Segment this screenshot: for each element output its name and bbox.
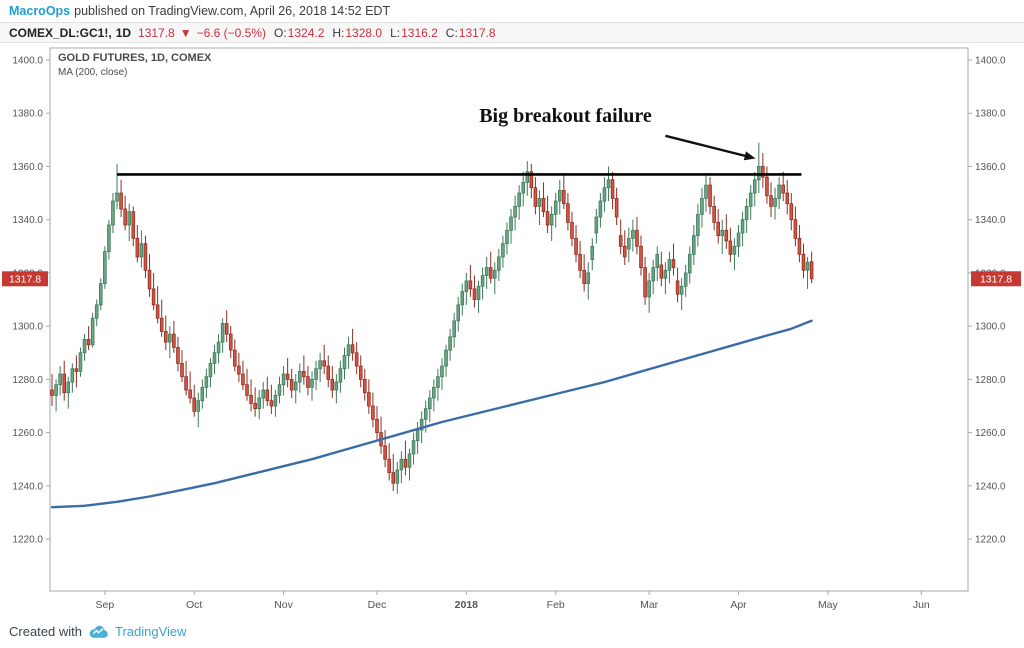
svg-text:1360.0: 1360.0 (975, 162, 1006, 173)
svg-text:Sep: Sep (95, 599, 114, 611)
svg-text:1260.0: 1260.0 (975, 428, 1006, 439)
footer-bar: Created with TradingView (0, 615, 1024, 648)
svg-text:Feb: Feb (547, 599, 565, 611)
symbol-name[interactable]: COMEX_DL:GC1!, (9, 25, 112, 40)
svg-text:1240.0: 1240.0 (12, 481, 43, 492)
svg-text:May: May (818, 599, 839, 611)
symbol-info-bar: COMEX_DL:GC1!, 1D 1317.8 ▼ −6.6 (−0.5%) … (0, 22, 1024, 43)
svg-text:1400.0: 1400.0 (12, 55, 43, 66)
high-label: H: (332, 25, 345, 40)
author-link[interactable]: MacroOps (9, 4, 71, 18)
open-label: O: (274, 25, 287, 40)
svg-text:1380.0: 1380.0 (975, 109, 1006, 120)
svg-text:1220.0: 1220.0 (12, 535, 43, 546)
svg-text:1340.0: 1340.0 (12, 215, 43, 226)
last-price-value: 1317.8 (138, 25, 175, 40)
legend-symbol-title: GOLD FUTURES, 1D, COMEX (58, 52, 212, 64)
close-label: C: (445, 25, 458, 40)
svg-text:2018: 2018 (455, 599, 479, 611)
svg-text:1220.0: 1220.0 (975, 535, 1006, 546)
svg-text:1380.0: 1380.0 (12, 109, 43, 120)
high-value: 1328.0 (345, 25, 383, 40)
close-value: 1317.8 (458, 25, 496, 40)
chart-legend: GOLD FUTURES, 1D, COMEX MA (200, close) (58, 52, 211, 78)
interval-label[interactable]: 1D (115, 25, 132, 40)
svg-text:1360.0: 1360.0 (12, 162, 43, 173)
publish-text: published on TradingView.com, April 26, … (74, 4, 391, 18)
price-chart-svg[interactable]: 1400.0 1400.0 1380.0 1380.0 1360.0 1360.0 1340… (0, 43, 1024, 615)
open-value: 1324.2 (287, 25, 325, 40)
svg-text:1280.0: 1280.0 (12, 375, 43, 386)
svg-text:1240.0: 1240.0 (975, 481, 1006, 492)
annotation-text: Big breakout failure (479, 105, 652, 127)
price-change: −6.6 (−0.5%) (196, 25, 266, 40)
svg-text:1260.0: 1260.0 (12, 428, 43, 439)
chart-area[interactable]: 1400.0 1400.0 1380.0 1380.0 1360.0 1360.0 1340… (0, 43, 1024, 615)
svg-text:Nov: Nov (274, 599, 293, 611)
tradingview-cloud-logo-icon[interactable] (88, 624, 109, 640)
svg-text:Apr: Apr (730, 599, 747, 611)
svg-text:Jun: Jun (913, 599, 930, 611)
down-triangle-icon: ▼ (179, 25, 192, 40)
svg-text:1317.8: 1317.8 (9, 273, 41, 285)
created-with-label: Created with (9, 624, 82, 639)
publish-bar: MacroOps published on TradingView.com, A… (0, 0, 1024, 22)
svg-text:Dec: Dec (368, 599, 387, 611)
svg-text:1400.0: 1400.0 (975, 55, 1006, 66)
svg-text:1300.0: 1300.0 (12, 322, 43, 333)
legend-ma-label: MA (200, close) (58, 67, 128, 78)
svg-text:1340.0: 1340.0 (975, 215, 1006, 226)
svg-text:Oct: Oct (186, 599, 202, 611)
svg-text:1317.8: 1317.8 (980, 273, 1012, 285)
tradingview-brand-link[interactable]: TradingView (114, 624, 187, 639)
svg-text:1280.0: 1280.0 (975, 375, 1006, 386)
svg-text:1300.0: 1300.0 (975, 322, 1006, 333)
ohlc-readout: O: 1324.2 H: 1328.0 L: 1316.2 C: 1317.8 (266, 26, 496, 40)
low-value: 1316.2 (401, 25, 438, 40)
svg-text:Mar: Mar (640, 599, 659, 611)
low-label: L: (390, 25, 401, 40)
